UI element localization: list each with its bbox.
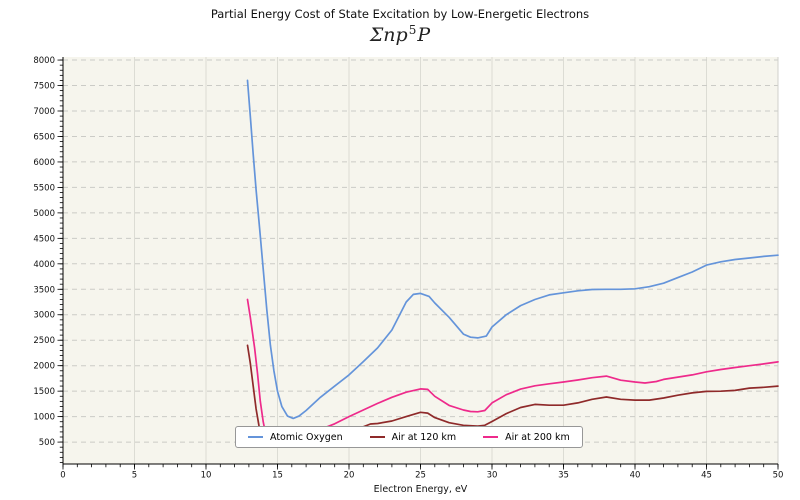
x-tick-label: 20 — [344, 471, 355, 481]
subtitle-superscript: 5 — [408, 23, 417, 37]
series-line-atomic-oxygen — [246, 79, 779, 420]
y-tick-label: 4000 — [33, 260, 55, 270]
x-tick-label: 40 — [630, 471, 641, 481]
legend-swatch-atomic-oxygen — [248, 436, 263, 438]
axes-spines — [62, 57, 779, 465]
legend-label-air-120: Air at 120 km — [391, 431, 457, 443]
y-tick-label: 7000 — [33, 107, 55, 117]
subtitle-tail: P — [417, 24, 431, 46]
x-tick-label: 45 — [701, 471, 712, 481]
legend: Atomic Oxygen Air at 120 km Air at 200 k… — [235, 426, 583, 448]
x-tick-label: 15 — [272, 471, 283, 481]
y-tick-label: 5000 — [33, 209, 55, 219]
legend-label-air-200: Air at 200 km — [505, 431, 570, 443]
y-tick-label: 1500 — [33, 387, 55, 397]
y-tick-label: 3000 — [33, 311, 55, 321]
y-tick-label: 500 — [39, 438, 55, 448]
y-tick-label: 6000 — [33, 158, 55, 168]
x-tick-label: 30 — [487, 471, 498, 481]
x-tick-label: 25 — [415, 471, 426, 481]
legend-item-atomic-oxygen: Atomic Oxygen — [248, 432, 343, 443]
chart-subtitle: Σnp5P — [0, 23, 800, 46]
legend-label-atomic-oxygen: Atomic Oxygen — [270, 431, 343, 443]
y-tick-label: 2000 — [33, 362, 55, 372]
gridlines — [63, 57, 779, 464]
x-tick-label: 0 — [60, 471, 65, 481]
tick-labels: 0 5 10 15 20 25 30 35 40 45 50 500 1000 1500 2000 2500 3… — [33, 56, 783, 480]
x-tick-label: 35 — [558, 471, 569, 481]
legend-item-air-120: Air at 120 km — [369, 431, 457, 443]
x-axis-label: Electron Energy, eV — [373, 484, 468, 495]
y-tick-label: 3500 — [33, 285, 55, 295]
legend-swatch-air-120 — [369, 436, 385, 438]
axis-ticks — [57, 59, 779, 470]
y-tick-label: 1000 — [33, 413, 55, 423]
y-tick-label: 5500 — [33, 183, 55, 193]
y-tick-label: 4500 — [33, 234, 55, 244]
y-tick-label: 6500 — [33, 132, 55, 142]
x-tick-label: 10 — [201, 471, 212, 481]
subtitle-base: Σnp — [369, 24, 408, 46]
x-tick-label: 5 — [132, 471, 137, 481]
legend-item-air-200: Air at 200 km — [483, 432, 570, 443]
y-tick-label: 2500 — [33, 336, 55, 346]
legend-swatch-air-200 — [483, 436, 499, 438]
y-tick-label: 8000 — [33, 56, 55, 66]
x-tick-label: 50 — [773, 471, 784, 481]
y-tick-label: 7500 — [33, 82, 55, 92]
chart-title: Partial Energy Cost of State Excitation … — [210, 7, 590, 21]
